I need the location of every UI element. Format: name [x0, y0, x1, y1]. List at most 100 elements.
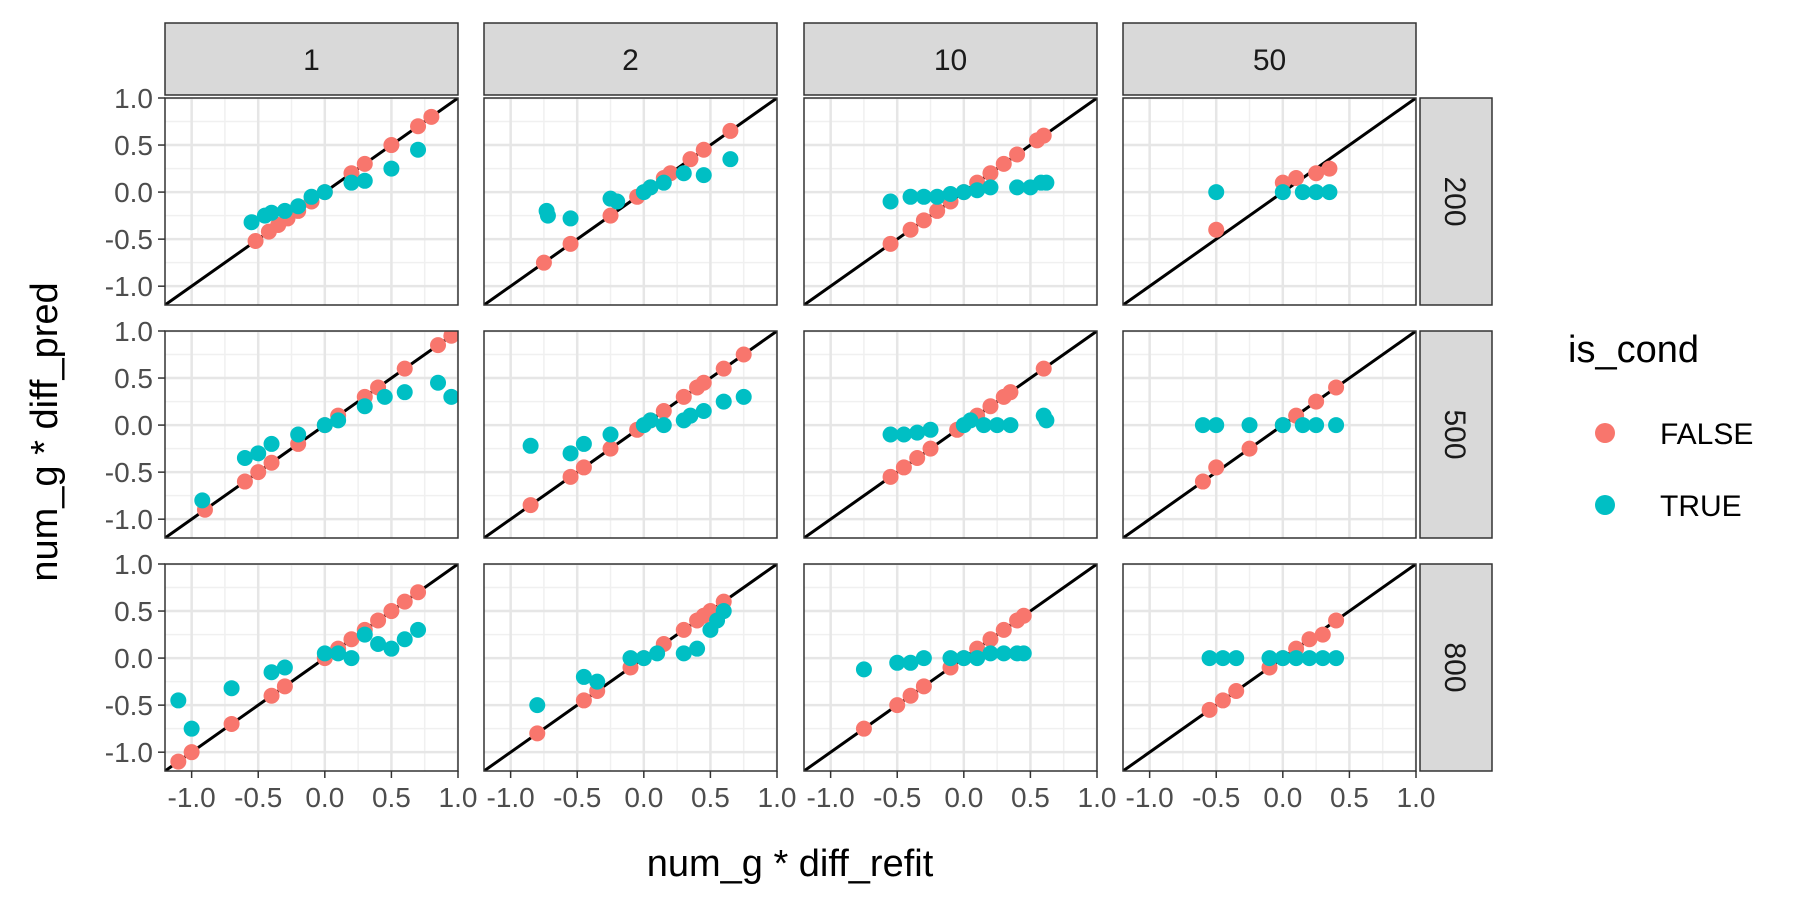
point-false: [223, 715, 240, 732]
point-true: [715, 393, 732, 410]
legend: is_cond FALSE TRUE: [1568, 329, 1753, 523]
point-true: [1009, 179, 1026, 196]
col-strip-label-1: 1: [303, 44, 320, 77]
panel-border: [1122, 97, 1417, 306]
point-true: [170, 692, 187, 709]
point-false: [675, 388, 692, 405]
point-true: [383, 160, 400, 177]
point-false: [695, 374, 712, 391]
panel-border: [803, 563, 1098, 772]
point-true: [290, 426, 307, 443]
panel-grid: [1123, 331, 1416, 538]
legend-key-false: [1595, 423, 1615, 443]
row-strip-800: [1419, 563, 1493, 772]
point-false: [682, 151, 699, 168]
panel-800-1: [164, 563, 459, 772]
point-false: [383, 137, 400, 154]
col-strip-label-2: 2: [622, 44, 639, 77]
point-true: [410, 621, 427, 638]
point-false: [183, 744, 200, 761]
point-false: [1321, 160, 1338, 177]
point-false: [236, 473, 253, 490]
point-false: [383, 603, 400, 620]
point-false: [522, 497, 539, 514]
panel-grid: [804, 564, 1097, 771]
point-false: [655, 402, 672, 419]
point-true: [316, 645, 333, 662]
x-tick-label: -1.0: [168, 782, 216, 813]
point-true: [942, 185, 959, 202]
point-true: [969, 650, 986, 667]
col-strip-2: [483, 22, 778, 96]
point-true: [356, 626, 373, 643]
y-tick-label: -1.0: [105, 737, 153, 768]
point-true: [562, 445, 579, 462]
axes-layer: -1.0 -0.5 0.0 0.5 1.0 -1.0 -0.5 0.0 0.5 1.0 -1.0 -0…: [105, 83, 1436, 813]
point-true: [1321, 184, 1338, 201]
y-tick-label: 0.0: [114, 410, 153, 441]
point-true: [410, 141, 427, 158]
point-false: [1015, 607, 1032, 624]
reference-line: [1123, 331, 1416, 538]
point-true: [250, 445, 267, 462]
point-false: [575, 692, 592, 709]
panel-points: [1208, 160, 1338, 238]
panel-points: [1201, 612, 1345, 718]
point-true: [1274, 417, 1291, 434]
y-tick-label: 0.0: [114, 177, 153, 208]
row-strip-label-800: 800: [1438, 642, 1471, 692]
legend-label-true: TRUE: [1660, 490, 1742, 523]
point-false: [575, 459, 592, 476]
panel-border: [803, 330, 1098, 539]
point-false: [247, 233, 264, 250]
x-tick-label: 1.0: [1078, 782, 1117, 813]
panel-500-2: [483, 330, 778, 539]
y-tick-label: -1.0: [105, 504, 153, 535]
y-tick-label: -0.5: [105, 224, 153, 255]
point-true: [962, 412, 979, 429]
point-false: [715, 360, 732, 377]
x-tick-label: -1.0: [487, 782, 535, 813]
point-true: [1328, 650, 1345, 667]
point-true: [276, 659, 293, 676]
point-true: [915, 188, 932, 205]
point-true: [290, 198, 307, 215]
panels-layer: 1 2 10 50 200 500 800: [164, 22, 1493, 772]
panel-points: [522, 346, 752, 514]
point-true: [1194, 417, 1211, 434]
point-true: [223, 680, 240, 697]
x-tick-label: -0.5: [873, 782, 921, 813]
point-true: [316, 184, 333, 201]
point-true: [1314, 650, 1331, 667]
panel-border: [1122, 330, 1417, 539]
point-false: [276, 678, 293, 695]
point-true: [443, 388, 458, 405]
panel-500-1: [164, 330, 459, 539]
col-strip-10: [803, 22, 1098, 96]
panel-points: [194, 331, 458, 518]
panel-800-50: [1122, 563, 1417, 772]
x-tick-label: 0.0: [305, 782, 344, 813]
point-true: [622, 650, 639, 667]
point-false: [396, 360, 413, 377]
point-true: [882, 193, 899, 210]
point-false: [535, 254, 552, 271]
point-true: [263, 435, 280, 452]
point-false: [410, 118, 427, 135]
point-true: [1274, 184, 1291, 201]
point-false: [982, 631, 999, 648]
point-true: [969, 182, 986, 199]
point-false: [695, 141, 712, 158]
point-false: [1214, 692, 1231, 709]
point-false: [263, 454, 280, 471]
point-true: [562, 210, 579, 227]
point-true: [602, 426, 619, 443]
point-false: [1288, 169, 1305, 186]
panel-grid: [804, 98, 1097, 305]
point-false: [1208, 221, 1225, 238]
point-true: [675, 165, 692, 182]
point-true: [929, 188, 946, 205]
point-true: [655, 417, 672, 434]
point-true: [715, 603, 732, 620]
point-true: [915, 650, 932, 667]
